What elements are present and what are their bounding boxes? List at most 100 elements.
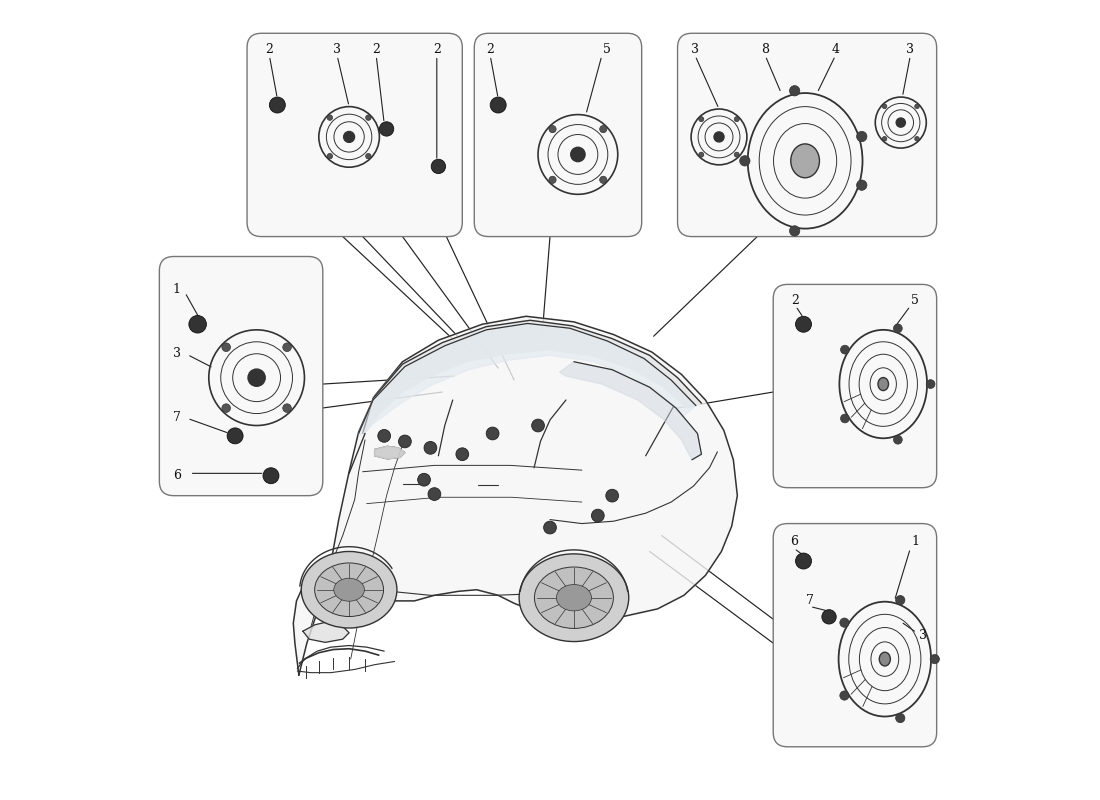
Ellipse shape xyxy=(301,551,397,628)
Circle shape xyxy=(455,448,469,461)
Circle shape xyxy=(857,131,867,142)
Circle shape xyxy=(839,691,849,700)
Circle shape xyxy=(222,404,231,413)
Text: 2: 2 xyxy=(486,42,494,56)
Circle shape xyxy=(248,369,265,386)
Circle shape xyxy=(531,419,544,432)
Circle shape xyxy=(739,156,750,166)
Text: 4: 4 xyxy=(832,42,839,56)
Polygon shape xyxy=(560,362,702,460)
Circle shape xyxy=(263,468,279,484)
Text: 2: 2 xyxy=(372,42,381,56)
Text: 3: 3 xyxy=(333,42,341,56)
Ellipse shape xyxy=(557,585,592,611)
Circle shape xyxy=(915,137,920,141)
Polygon shape xyxy=(302,622,349,642)
Text: 3: 3 xyxy=(691,42,700,56)
Circle shape xyxy=(491,97,506,113)
Polygon shape xyxy=(363,320,702,434)
Circle shape xyxy=(418,474,430,486)
FancyBboxPatch shape xyxy=(773,285,937,488)
Text: 1: 1 xyxy=(911,535,920,549)
Text: 3: 3 xyxy=(920,629,927,642)
Circle shape xyxy=(365,154,371,159)
Circle shape xyxy=(795,316,812,332)
Circle shape xyxy=(896,118,905,127)
Polygon shape xyxy=(375,446,405,459)
FancyBboxPatch shape xyxy=(248,34,462,237)
Text: 6: 6 xyxy=(173,470,180,482)
Circle shape xyxy=(222,343,231,351)
Text: 5: 5 xyxy=(911,294,920,307)
Circle shape xyxy=(600,126,607,133)
Circle shape xyxy=(424,442,437,454)
Circle shape xyxy=(543,521,557,534)
Circle shape xyxy=(571,147,585,162)
Circle shape xyxy=(790,226,800,236)
Circle shape xyxy=(398,435,411,448)
FancyBboxPatch shape xyxy=(678,34,937,237)
Circle shape xyxy=(377,430,390,442)
Circle shape xyxy=(343,131,354,142)
Circle shape xyxy=(840,414,849,423)
Circle shape xyxy=(428,488,441,501)
Ellipse shape xyxy=(535,567,614,629)
Circle shape xyxy=(822,610,836,624)
Circle shape xyxy=(882,137,887,141)
Circle shape xyxy=(735,152,739,157)
Circle shape xyxy=(379,122,394,136)
Circle shape xyxy=(327,154,332,159)
Circle shape xyxy=(327,115,332,120)
Circle shape xyxy=(895,595,905,605)
Circle shape xyxy=(189,315,207,333)
Circle shape xyxy=(698,117,704,122)
Circle shape xyxy=(857,180,867,190)
Circle shape xyxy=(698,152,704,157)
Circle shape xyxy=(915,104,920,109)
Circle shape xyxy=(227,428,243,444)
Circle shape xyxy=(600,176,607,183)
Circle shape xyxy=(549,126,557,133)
Ellipse shape xyxy=(519,554,629,642)
Ellipse shape xyxy=(333,578,364,602)
Text: 6: 6 xyxy=(790,535,798,549)
Text: 3: 3 xyxy=(173,347,180,360)
Circle shape xyxy=(431,159,446,174)
Text: 2: 2 xyxy=(433,42,441,56)
Text: 2: 2 xyxy=(265,42,273,56)
Text: 1: 1 xyxy=(173,283,180,297)
Polygon shape xyxy=(359,323,696,436)
Circle shape xyxy=(486,427,499,440)
Circle shape xyxy=(549,176,557,183)
Text: 5: 5 xyxy=(604,42,612,56)
FancyBboxPatch shape xyxy=(160,257,322,496)
Circle shape xyxy=(795,553,812,569)
FancyBboxPatch shape xyxy=(773,523,937,746)
Circle shape xyxy=(592,510,604,522)
Polygon shape xyxy=(294,316,737,675)
Circle shape xyxy=(893,435,902,444)
Circle shape xyxy=(839,618,849,627)
Circle shape xyxy=(735,117,739,122)
Text: 7: 7 xyxy=(806,594,814,607)
Text: 8: 8 xyxy=(761,42,769,56)
FancyBboxPatch shape xyxy=(474,34,641,237)
Circle shape xyxy=(882,104,887,109)
Circle shape xyxy=(365,115,371,120)
Ellipse shape xyxy=(879,652,890,666)
Circle shape xyxy=(895,714,905,722)
Circle shape xyxy=(714,132,724,142)
Ellipse shape xyxy=(315,563,384,617)
Circle shape xyxy=(931,654,939,664)
Circle shape xyxy=(893,324,902,333)
Ellipse shape xyxy=(878,378,889,390)
Text: 3: 3 xyxy=(906,42,914,56)
Text: 7: 7 xyxy=(173,411,180,424)
Ellipse shape xyxy=(791,144,820,178)
Circle shape xyxy=(840,346,849,354)
Circle shape xyxy=(283,343,292,351)
Circle shape xyxy=(283,404,292,413)
Circle shape xyxy=(926,380,935,389)
Text: 2: 2 xyxy=(792,294,800,307)
Circle shape xyxy=(790,86,800,96)
